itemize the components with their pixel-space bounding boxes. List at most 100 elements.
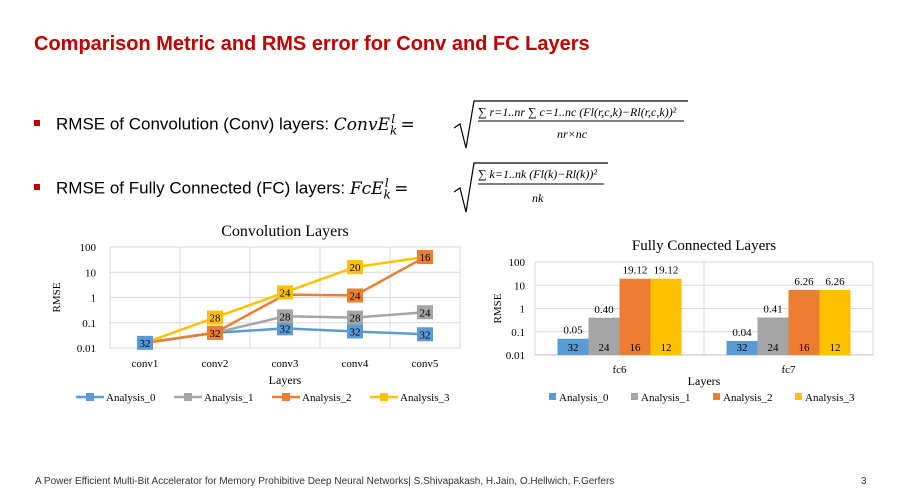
data-point-Analysis_0: [137, 335, 153, 350]
data-point-Analysis_0: [417, 327, 433, 342]
bar-Analysis_1: [757, 317, 789, 355]
y-tick-label: 0.01: [506, 350, 525, 362]
bar-Analysis_3: [650, 278, 682, 355]
data-label: 16: [420, 252, 432, 264]
bar-inner-label: 12: [830, 342, 841, 354]
y-tick-label: 1: [91, 293, 97, 305]
data-label: 32: [280, 323, 291, 335]
y-axis-label: RMSE: [492, 293, 504, 323]
data-label: 28: [280, 311, 292, 323]
legend-label: Analysis_3: [805, 392, 855, 404]
data-point-Analysis_0: [347, 324, 363, 339]
data-label: 24: [350, 291, 362, 303]
y-tick-label: 0.1: [511, 327, 525, 339]
chart-title: Convolution Layers: [221, 223, 349, 240]
bullet-text: RMSE of Convolution (Conv) layers:: [56, 114, 334, 134]
data-label: 32: [420, 329, 431, 341]
data-point-Analysis_3: [277, 285, 293, 300]
legend-label: Analysis_2: [723, 392, 773, 404]
data-point-Analysis_3: [347, 260, 363, 275]
legend-marker: [282, 393, 290, 401]
conv-rmse-symbol: ConvEkl =: [333, 112, 415, 138]
legend-label: Analysis_0: [106, 392, 156, 404]
bullet-conv-rmse: RMSE of Convolution (Conv) layers: ConvE…: [34, 112, 415, 137]
legend-marker: [380, 393, 388, 401]
y-tick-label: 10: [514, 280, 526, 292]
x-tick-label: conv5: [412, 358, 439, 370]
bar-Analysis_3: [819, 289, 851, 355]
data-point-Analysis_1: [347, 310, 363, 325]
x-tick-label: conv1: [132, 358, 159, 370]
bar-inner-label: 12: [661, 342, 672, 354]
fc-bar-chart: Fully Connected Layers 0.01 0.1 1 10 100 RMSE 0…: [492, 238, 874, 404]
bar-value-label: 19.12: [654, 265, 679, 277]
data-label: 32: [350, 327, 361, 339]
y-tick-label: 0.01: [77, 343, 96, 355]
x-axis-label: Layers: [269, 373, 302, 387]
legend-marker: [631, 393, 638, 400]
legend-label: Analysis_3: [400, 392, 450, 404]
bullet-fc-rmse: RMSE of Fully Connected (FC) layers: FcE…: [34, 176, 408, 201]
y-tick-label: 100: [80, 242, 97, 254]
bar-value-label: 6.26: [794, 276, 814, 288]
conv-rmse-formula: ∑ r=1..nr ∑ c=1..nc (Fl(r,c,k)−Rl(r,c,k)…: [453, 100, 688, 149]
legend-label: Analysis_2: [302, 392, 352, 404]
conv-line-chart: Convolution Layers 0.01 0.1 1 10 100 conv1 conv…: [51, 223, 461, 404]
formula-denominator: nr×nc: [557, 127, 588, 141]
x-tick-label: conv4: [342, 358, 369, 370]
bar-value-label: 0.41: [763, 304, 782, 316]
fc-rmse-symbol: FcEkl =: [349, 176, 409, 202]
data-point-Analysis_3: [207, 310, 223, 325]
data-point-Analysis_0: [277, 321, 293, 336]
data-label: 24: [420, 307, 432, 319]
fc-rmse-formula: ∑ k=1..nk (Fl(k)−Rl(k))² nk: [453, 162, 608, 213]
legend-marker: [86, 393, 94, 401]
page-number: 3: [861, 476, 867, 487]
data-label: 24: [280, 287, 292, 299]
bar-value-label: 0.05: [563, 325, 583, 337]
x-tick-label: conv3: [272, 358, 299, 370]
y-tick-label: 100: [509, 257, 526, 269]
data-label: 20: [350, 262, 362, 274]
y-axis-label: RMSE: [51, 282, 63, 312]
formula-numerator: ∑ k=1..nk (Fl(k)−Rl(k))²: [478, 167, 597, 181]
legend-label: Analysis_1: [204, 392, 254, 404]
data-label: 32: [140, 338, 151, 350]
bar-Analysis_0: [557, 338, 589, 355]
data-point-Analysis_2: [417, 250, 433, 265]
bar-Analysis_2: [788, 289, 820, 355]
data-point-Analysis_2: [207, 325, 223, 340]
y-tick-label: 10: [85, 267, 97, 279]
bar-inner-label: 24: [599, 342, 611, 354]
bullet-marker: [34, 184, 40, 191]
bar-value-label: 19.12: [623, 265, 648, 277]
formula-numerator: ∑ r=1..nr ∑ c=1..nc (Fl(r,c,k)−Rl(r,c,k)…: [478, 105, 677, 119]
x-tick-label: fc7: [781, 364, 796, 376]
x-axis-label: Layers: [688, 374, 721, 388]
data-label: 28: [350, 313, 362, 325]
bar-inner-label: 16: [799, 342, 811, 354]
legend-label: Analysis_0: [559, 392, 609, 404]
x-tick-label: conv2: [202, 358, 229, 370]
data-label: 32: [210, 328, 221, 340]
y-tick-label: 0.1: [82, 318, 96, 330]
x-tick-label: fc6: [612, 364, 627, 376]
bar-inner-label: 24: [768, 342, 780, 354]
legend-marker: [184, 393, 192, 401]
bar-inner-label: 32: [737, 342, 748, 354]
formula-denominator: nk: [532, 191, 544, 205]
data-point-Analysis_1: [417, 305, 433, 320]
bar-inner-label: 16: [630, 342, 642, 354]
bar-inner-label: 32: [568, 342, 579, 354]
bar-Analysis_2: [619, 278, 651, 355]
data-point-Analysis_1: [277, 309, 293, 324]
y-tick-label: 1: [520, 304, 526, 316]
bar-value-label: 6.26: [825, 276, 845, 288]
data-label: 28: [210, 313, 222, 325]
legend-label: Analysis_1: [641, 392, 691, 404]
chart-title: Fully Connected Layers: [632, 238, 776, 254]
bar-value-label: 0.04: [732, 327, 752, 339]
bar-Analysis_0: [726, 341, 758, 355]
bullet-marker: [34, 120, 40, 127]
legend-marker: [713, 393, 720, 400]
